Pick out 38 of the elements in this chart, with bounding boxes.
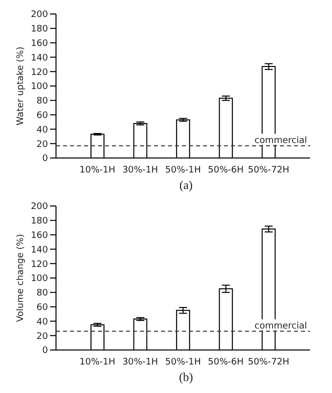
- x-tick-label: 50%-6H: [208, 165, 244, 176]
- y-tick-label: 120: [30, 260, 48, 270]
- y-tick-label: 20: [36, 332, 48, 342]
- y-tick-label: 80: [36, 288, 48, 299]
- y-tick-label: 20: [36, 140, 48, 150]
- y-tick-label: 120: [30, 68, 48, 78]
- ref-line-label: commercial: [254, 321, 307, 332]
- text: (a): [178, 178, 194, 193]
- y-tick-label: 0: [42, 154, 48, 164]
- y-tick-label: 200: [30, 10, 48, 20]
- x-tick-label: 30%-1H: [122, 165, 158, 176]
- y-tick-label: 60: [36, 110, 48, 121]
- y-tick-label: 180: [30, 216, 48, 227]
- x-tick-label: 30%-1H: [122, 357, 158, 368]
- x-tick-label: 50%-1H: [165, 357, 201, 368]
- y-tick-label: 100: [30, 82, 48, 92]
- y-axis-title: Water uptake (%): [16, 46, 26, 126]
- y-tick-label: 140: [30, 245, 48, 256]
- y-tick-label: 80: [36, 96, 48, 107]
- x-tick-label: 50%-72H: [248, 357, 290, 368]
- y-tick-label: 100: [30, 274, 48, 284]
- y-tick-label: 60: [36, 302, 48, 313]
- y-tick-label: 160: [30, 230, 48, 241]
- y-axis-title: Volume change (%): [16, 234, 26, 322]
- x-tick-label: 50%-72H: [248, 165, 290, 176]
- y-tick-label: 160: [30, 38, 48, 49]
- ref-line-label: commercial: [254, 136, 307, 146]
- x-tick-label: 10%-1H: [80, 357, 116, 368]
- y-tick-label: 140: [30, 53, 48, 64]
- y-tick-label: 40: [36, 317, 48, 328]
- x-tick-label: 50%-1H: [165, 165, 201, 176]
- y-tick-label: 0: [42, 346, 48, 356]
- y-tick-label: 180: [30, 24, 48, 35]
- text: (b): [178, 370, 194, 385]
- x-tick-label: 50%-6H: [208, 357, 244, 368]
- y-tick-label: 40: [36, 125, 48, 136]
- y-tick-label: 200: [30, 202, 48, 212]
- x-tick-label: 10%-1H: [80, 165, 116, 176]
